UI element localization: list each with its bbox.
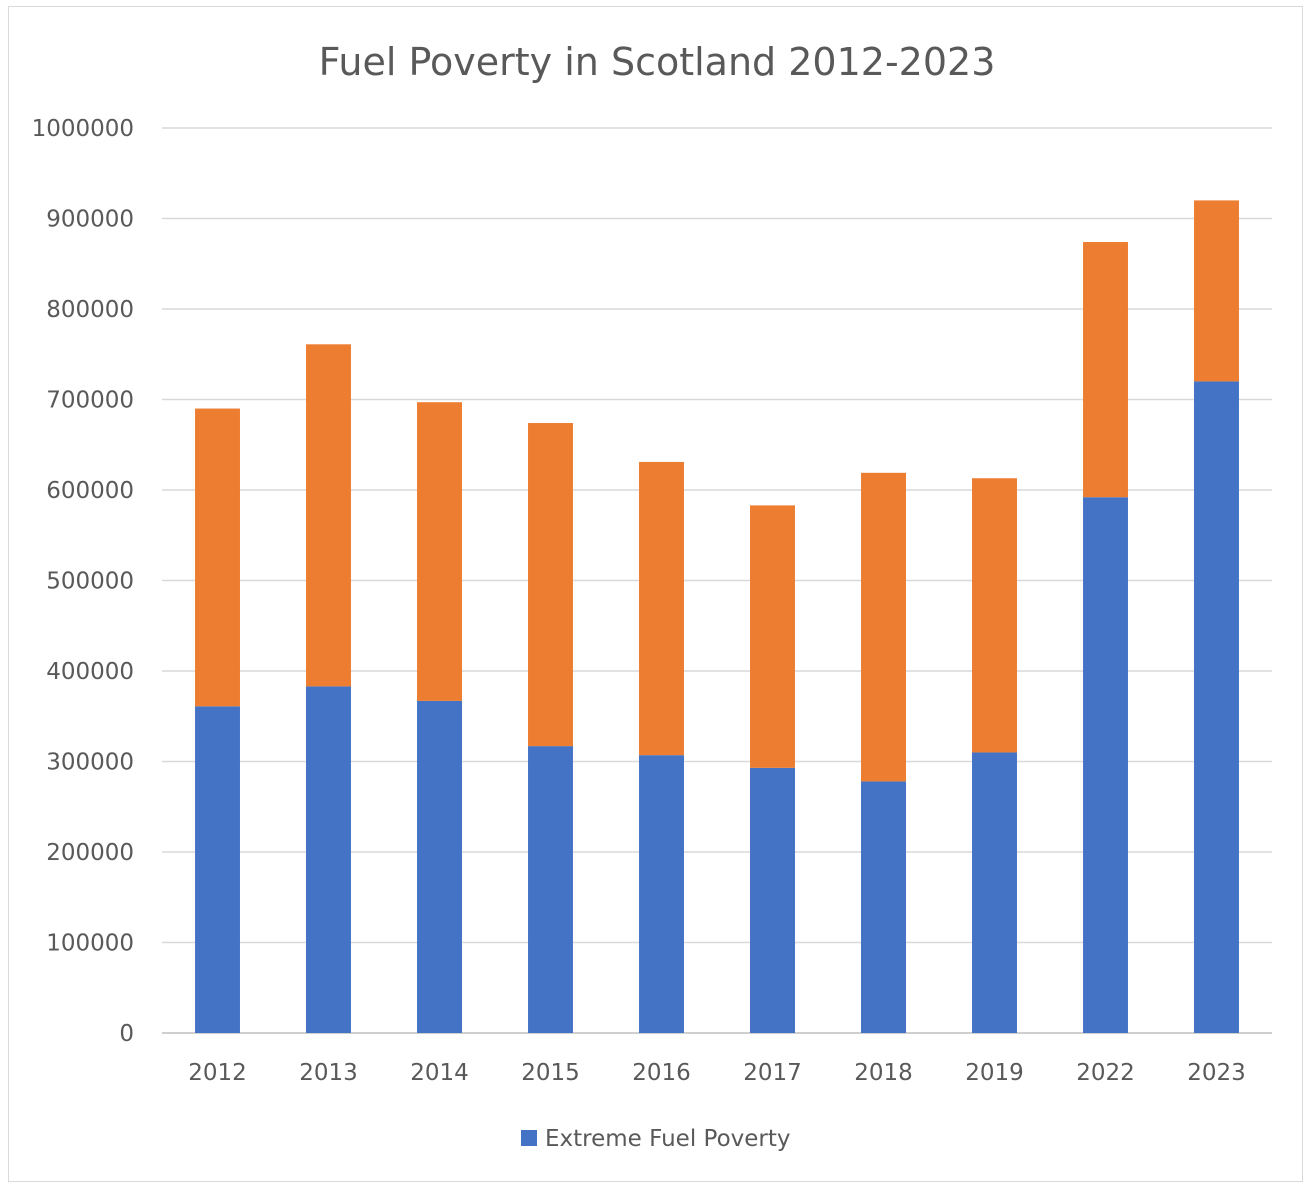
bar-segment-2012-series-1 (195, 706, 240, 1033)
bar-segment-2022-series-2 (1083, 242, 1128, 498)
y-tick-label: 600000 (46, 478, 134, 504)
y-tick-label: 200000 (46, 840, 134, 866)
chart-title: Fuel Poverty in Scotland 2012-2023 (319, 40, 996, 84)
bar-segment-2019-series-1 (972, 752, 1017, 1033)
bar-segment-2016-series-2 (639, 461, 684, 756)
x-tick-label: 2014 (410, 1060, 469, 1086)
legend-label: Extreme Fuel Poverty (545, 1126, 791, 1152)
y-tick-label: 400000 (46, 659, 134, 685)
legend: Extreme Fuel Poverty (521, 1126, 791, 1152)
x-axis-ticks: 2012 2013 2014 2015 2016 2017 2018 2019 2022 2023 (188, 1060, 1246, 1086)
legend-swatch (521, 1130, 537, 1146)
y-axis-ticks: 0 100000 200000 300000 400000 500000 600000 700… (32, 116, 134, 1047)
bar-segment-2014-series-1 (417, 700, 462, 1033)
bar-segment-2017-series-1 (750, 767, 795, 1033)
y-tick-label: 500000 (46, 569, 134, 595)
y-tick-label: 300000 (46, 750, 134, 776)
x-tick-label: 2016 (632, 1060, 691, 1086)
x-tick-label: 2019 (965, 1060, 1024, 1086)
bar-segment-2023-series-1 (1194, 381, 1239, 1033)
bar-segment-2018-series-1 (861, 781, 906, 1033)
x-tick-label: 2015 (521, 1060, 580, 1086)
bars (195, 200, 1239, 1033)
x-tick-label: 2023 (1187, 1060, 1246, 1086)
x-tick-label: 2018 (854, 1060, 913, 1086)
bar-segment-2018-series-2 (861, 472, 906, 782)
bar-segment-2016-series-1 (639, 755, 684, 1033)
y-tick-label: 100000 (46, 931, 134, 957)
bar-segment-2015-series-1 (528, 746, 573, 1033)
y-tick-label: 0 (119, 1021, 134, 1047)
bar-segment-2017-series-2 (750, 505, 795, 768)
x-tick-label: 2013 (299, 1060, 358, 1086)
y-tick-label: 1000000 (32, 116, 134, 142)
bar-segment-2023-series-2 (1194, 200, 1239, 382)
bar-segment-2019-series-2 (972, 478, 1017, 753)
y-tick-label: 900000 (46, 207, 134, 233)
bar-segment-2015-series-2 (528, 423, 573, 747)
bar-segment-2014-series-2 (417, 402, 462, 701)
y-tick-label: 700000 (46, 388, 134, 414)
bar-segment-2022-series-1 (1083, 497, 1128, 1033)
y-tick-label: 800000 (46, 297, 134, 323)
bar-segment-2013-series-2 (306, 344, 351, 687)
x-tick-label: 2012 (188, 1060, 247, 1086)
bar-segment-2012-series-2 (195, 408, 240, 707)
x-tick-label: 2022 (1076, 1060, 1135, 1086)
x-tick-label: 2017 (743, 1060, 802, 1086)
bar-segment-2013-series-1 (306, 686, 351, 1033)
